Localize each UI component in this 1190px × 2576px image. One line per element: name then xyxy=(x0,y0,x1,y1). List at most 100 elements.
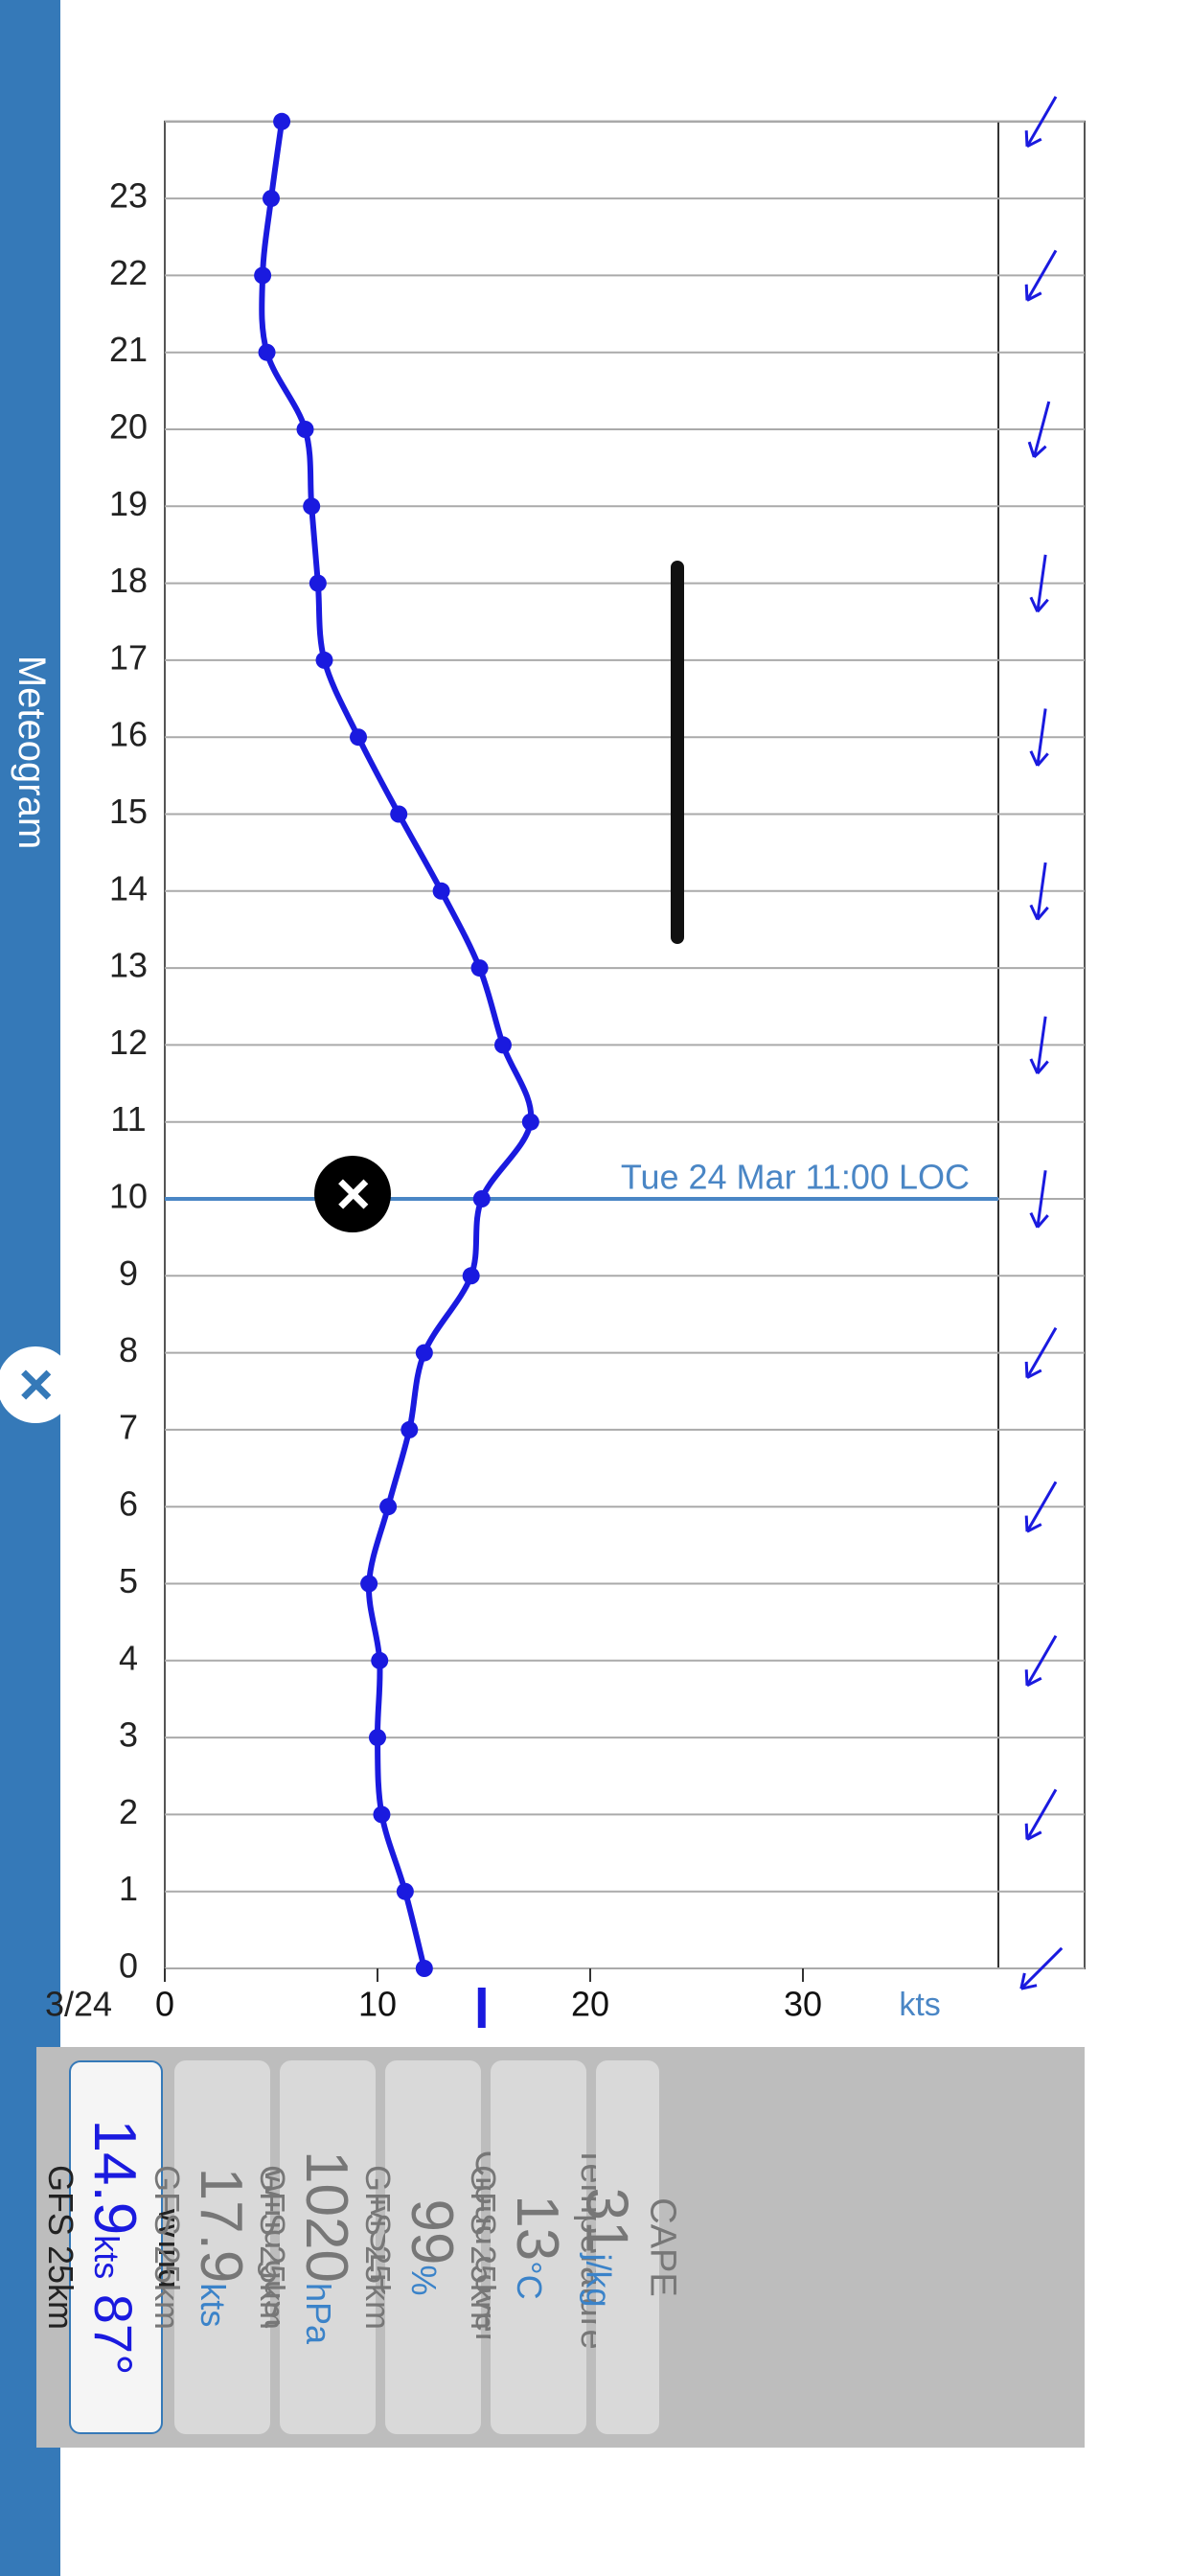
x-tick-label: 13 xyxy=(109,946,148,985)
x-tick-label: 7 xyxy=(119,1407,138,1446)
wind-point xyxy=(462,1267,480,1285)
card-cape[interactable]: CAPE 31j/kg xyxy=(574,2060,682,2434)
card-value-line: 14.9kts 87° xyxy=(80,2120,149,2376)
wind-point xyxy=(415,1960,433,1977)
card-source: GFS 25km xyxy=(464,2164,504,2331)
wind-arrow xyxy=(1024,1481,1058,1533)
wind-arrow xyxy=(1029,554,1049,613)
x-tick-label: 2 xyxy=(119,1792,138,1831)
y-tick-label: 0 xyxy=(155,1985,174,2024)
wind-point xyxy=(396,1882,414,1900)
card-unit: kts xyxy=(194,2283,234,2328)
wind-point xyxy=(373,1806,391,1824)
wind-point xyxy=(258,343,276,361)
wind-point xyxy=(371,1651,389,1669)
wind-arrow xyxy=(1019,1946,1064,1990)
wind-arrow xyxy=(1024,1326,1058,1379)
wind-point xyxy=(350,728,368,747)
date-label: 3/24 xyxy=(45,1985,112,2024)
card-value: 17.9 xyxy=(188,2167,255,2284)
card-unit: kts xyxy=(87,2235,127,2280)
wind-point xyxy=(360,1575,378,1593)
wind-arrow xyxy=(1029,708,1049,767)
x-tick-label: 9 xyxy=(119,1254,138,1293)
wind-arrow xyxy=(1027,401,1051,459)
x-tick-label: 8 xyxy=(119,1330,138,1369)
card-direction: 87° xyxy=(83,2279,145,2376)
cursor-label: Tue 24 Mar 11:00 LOC xyxy=(621,1158,970,1197)
x-tick-label: 6 xyxy=(119,1484,138,1524)
wind-point xyxy=(303,497,321,516)
y-unit-label: kts xyxy=(899,1987,940,2023)
wind-arrow xyxy=(1029,1016,1049,1075)
wind-point xyxy=(415,1344,433,1362)
x-tick-label: 3 xyxy=(119,1715,138,1755)
card-source: GFS 25km xyxy=(358,2164,399,2331)
wind-point xyxy=(254,266,272,285)
wind-arrow xyxy=(1029,862,1049,921)
wind-point xyxy=(296,421,314,438)
wind-point xyxy=(400,1420,419,1438)
x-tick-label: 5 xyxy=(119,1561,138,1600)
wind-point xyxy=(470,959,489,978)
card-text: CAPE 31j/kg xyxy=(573,2188,683,2308)
card-value-line: 13°C xyxy=(503,2145,571,2349)
card-source: GFS 25km xyxy=(253,2164,293,2331)
card-unit: hPa xyxy=(299,2282,339,2344)
x-tick-label: 1 xyxy=(119,1869,138,1908)
wind-arrow xyxy=(1024,249,1058,302)
wind-point xyxy=(263,190,280,208)
card-name: CAPE xyxy=(642,2197,683,2297)
wind-point xyxy=(472,1190,491,1208)
x-tick-label: 11 xyxy=(110,1099,146,1138)
card-value-line: 17.9kts xyxy=(187,2165,255,2330)
wind-arrow xyxy=(1024,1635,1058,1688)
wind-point xyxy=(315,651,333,669)
x-tick-label: 16 xyxy=(109,715,148,754)
x-tick-label: 20 xyxy=(109,407,148,447)
card-value: 14.9 xyxy=(81,2119,149,2236)
y-tick-label: 20 xyxy=(571,1985,609,2024)
x-tick-label: 22 xyxy=(109,253,148,292)
wind-point xyxy=(521,1113,539,1131)
x-tick-label: 14 xyxy=(109,868,148,908)
card-value-line: 1020hPa xyxy=(292,2150,360,2344)
close-panel-icon[interactable]: × xyxy=(314,1156,391,1232)
wind-arrow xyxy=(1024,96,1058,149)
wind-point xyxy=(379,1498,398,1516)
card-unit: °C xyxy=(510,2261,550,2300)
x-tick-label: 23 xyxy=(109,176,148,216)
wind-point xyxy=(369,1729,386,1747)
x-tick-label: 17 xyxy=(109,637,148,677)
x-tick-label: 15 xyxy=(109,792,148,831)
card-value: 31 xyxy=(573,2187,640,2254)
wind-arrow xyxy=(1029,1170,1049,1229)
x-tick-label: 10 xyxy=(109,1177,148,1216)
variable-panel: Wind 14.9kts 87° GFS 25km Wind gust 17.9kts G… xyxy=(36,2047,1085,2448)
x-tick-label: 12 xyxy=(109,1023,148,1062)
y-tick-label: 30 xyxy=(784,1985,822,2024)
wind-point xyxy=(390,805,408,823)
x-tick-label: 0 xyxy=(119,1946,138,1986)
gesture-handle[interactable] xyxy=(671,561,684,944)
card-value: 1020 xyxy=(293,2150,360,2283)
x-tick-label: 21 xyxy=(109,330,148,369)
card-source: GFS 25km xyxy=(41,2164,81,2331)
card-value: 99 xyxy=(399,2198,466,2266)
wind-point xyxy=(309,574,327,592)
x-tick-label: 19 xyxy=(109,484,148,523)
card-value-line: 31j/kg xyxy=(573,2188,641,2308)
wind-point xyxy=(432,882,450,900)
wind-arrow xyxy=(1024,1788,1058,1841)
y-tick-label: 10 xyxy=(358,1985,397,2024)
x-tick-label: 4 xyxy=(119,1638,138,1677)
card-value-line: 99% xyxy=(398,2150,466,2345)
wind-point xyxy=(273,112,291,130)
x-tick-label: 18 xyxy=(109,561,148,600)
card-source: GFS 25km xyxy=(148,2164,188,2331)
wind-point xyxy=(493,1036,512,1054)
card-unit: j/kg xyxy=(579,2253,619,2308)
card-value: 13 xyxy=(504,2195,571,2262)
